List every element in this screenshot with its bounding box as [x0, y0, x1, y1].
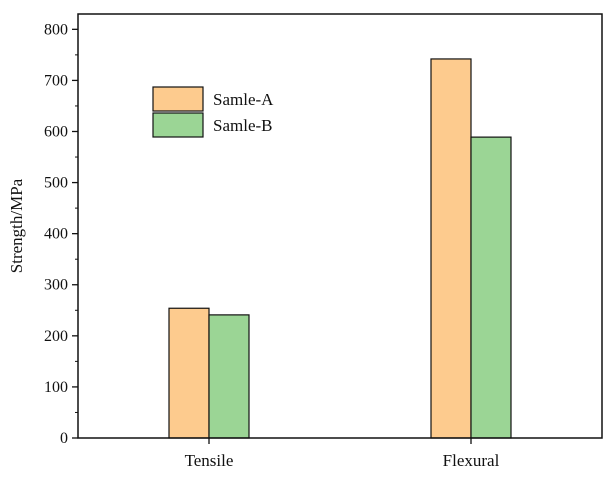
y-tick-label: 100	[44, 379, 68, 396]
bars-layer	[168, 58, 512, 439]
legend-swatch-samle-a	[152, 86, 204, 112]
y-tick-label: 600	[44, 123, 68, 140]
bar-samle-a-flexural	[430, 58, 472, 439]
y-tick-label: 700	[44, 72, 68, 89]
legend: Samle-A Samle-B	[152, 86, 274, 138]
bar-samle-b-flexural	[470, 136, 512, 439]
bar-samle-a-tensile	[168, 307, 210, 439]
x-tick-label: Flexural	[443, 451, 500, 470]
y-tick-label: 0	[60, 430, 68, 447]
y-tick-label: 300	[44, 277, 68, 294]
y-tick-label: 800	[44, 21, 68, 38]
x-tick-label: Tensile	[185, 451, 234, 470]
y-tick-label: 200	[44, 328, 68, 345]
legend-label-samle-a: Samle-A	[213, 90, 274, 109]
y-tick-label: 500	[44, 175, 68, 192]
x-ticks: Tensile Flexural	[185, 438, 500, 470]
legend-label-samle-b: Samle-B	[213, 116, 273, 135]
y-ticks: 0 100 200 300 400 500 600 700 800	[44, 21, 78, 447]
y-axis-title: Strength/MPa	[7, 178, 26, 273]
bar-samle-b-tensile	[208, 314, 250, 439]
y-tick-label: 400	[44, 226, 68, 243]
legend-swatch-samle-b	[152, 112, 204, 138]
plot-frame	[77, 13, 603, 439]
